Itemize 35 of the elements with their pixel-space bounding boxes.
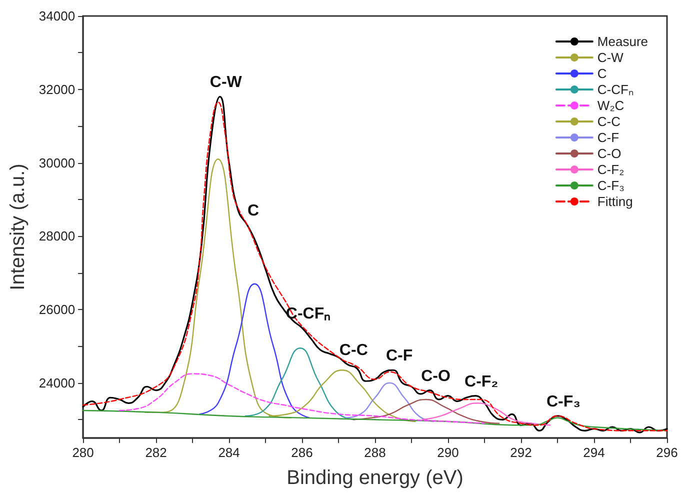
- x-tick-label: 290: [437, 445, 459, 460]
- legend-label: C-W: [597, 50, 624, 65]
- y-tick-label: 32000: [38, 82, 76, 97]
- x-tick-label: 296: [656, 445, 678, 460]
- annotation: C: [248, 202, 260, 220]
- annotation: C-W: [210, 74, 243, 92]
- x-tick-label: 286: [291, 445, 313, 460]
- legend-label: Fitting: [597, 194, 633, 209]
- annotation: C-F: [386, 348, 413, 365]
- y-tick-label: 34000: [38, 8, 76, 24]
- y-tick-label: 24000: [38, 375, 76, 390]
- x-tick-label: 284: [218, 445, 240, 460]
- legend-label: C-F: [597, 130, 620, 145]
- legend-label: C-CFₙ: [597, 82, 634, 97]
- annotation: C-F₃: [546, 393, 581, 410]
- legend-label: C-F₂: [597, 162, 624, 177]
- x-tick-label: 280: [72, 445, 94, 460]
- legend-label: W₂C: [597, 98, 624, 113]
- x-tick-label: 288: [364, 445, 386, 460]
- annotation: C-O: [421, 368, 450, 385]
- y-axis-title: Intensity (a.u.): [7, 164, 29, 290]
- x-tick-label: 292: [510, 445, 532, 460]
- annotation: C-C: [339, 342, 368, 360]
- x-tick-label: 294: [583, 445, 605, 460]
- x-axis-title: Binding energy (eV): [286, 467, 464, 489]
- legend-label: C: [597, 66, 607, 81]
- legend-label: C-O: [597, 146, 622, 161]
- legend-label: Measure: [597, 34, 648, 49]
- annotation: C-F₂: [464, 373, 498, 390]
- legend-label: C-F₃: [597, 178, 624, 193]
- y-tick-label: 26000: [38, 302, 76, 318]
- x-tick-label: 282: [145, 445, 167, 460]
- legend-label: C-C: [597, 114, 621, 129]
- y-tick-label: 30000: [38, 155, 76, 170]
- y-tick-label: 28000: [38, 228, 76, 244]
